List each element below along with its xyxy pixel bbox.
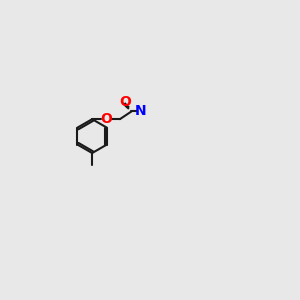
Text: O: O (100, 112, 112, 126)
Text: N: N (135, 104, 146, 118)
Text: O: O (119, 95, 131, 109)
